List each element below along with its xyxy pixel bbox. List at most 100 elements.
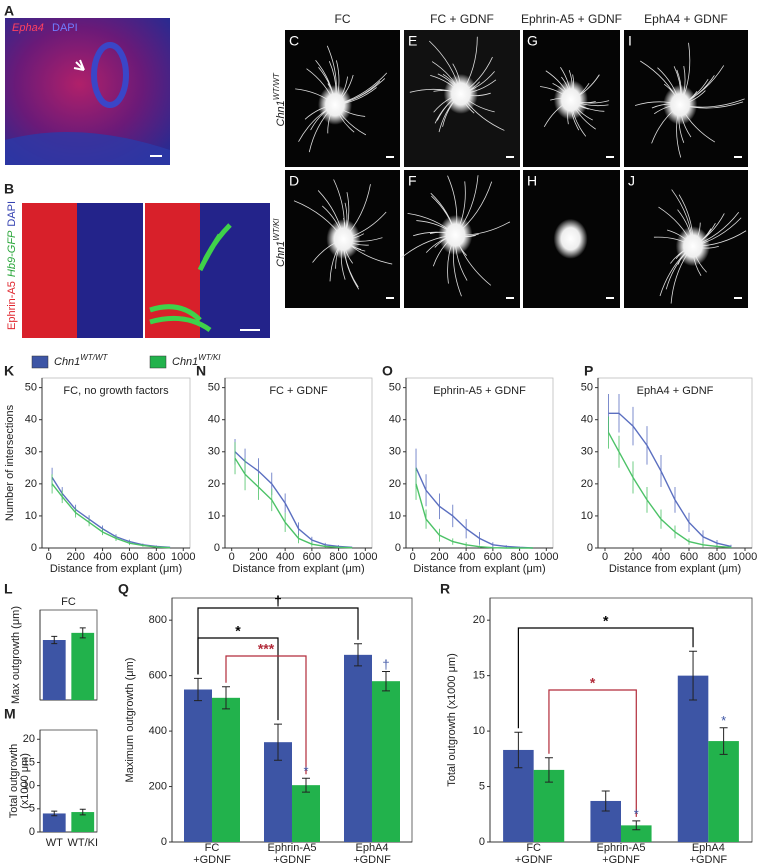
y-tick-label: 0 bbox=[587, 542, 593, 554]
y-tick-label: 600 bbox=[149, 670, 167, 682]
bar bbox=[372, 681, 400, 842]
x-tick-label: 200 bbox=[430, 551, 448, 563]
chart-title: EphA4 + GDNF bbox=[637, 385, 714, 397]
y-tick-label: 20 bbox=[208, 478, 220, 490]
error-bar bbox=[274, 723, 282, 761]
stain-label-group: Ephrin-A5 Hb9-GFP DAPI bbox=[6, 201, 18, 330]
panel-letter: I bbox=[628, 33, 632, 49]
error-bar bbox=[51, 810, 58, 817]
legend-swatch bbox=[31, 355, 49, 369]
legend-label: Chn1WT/KI bbox=[172, 353, 221, 368]
micrograph-feature bbox=[149, 223, 232, 333]
row-label: Chn1WT/WT bbox=[272, 72, 287, 127]
bar bbox=[71, 812, 95, 832]
y-tick-label: 0 bbox=[31, 542, 37, 554]
y-tick-label: 40 bbox=[25, 414, 37, 426]
panel-letter: M bbox=[4, 706, 16, 722]
y-tick-label: 0 bbox=[214, 542, 220, 554]
panel-letter: G bbox=[527, 33, 538, 49]
x-tick-label: 600 bbox=[484, 551, 502, 563]
x-tick-label: 1000 bbox=[534, 551, 558, 563]
x-tick-label: +GDNF bbox=[193, 854, 231, 866]
y-tick-label: 200 bbox=[149, 780, 167, 792]
legend-label: Chn1WT/WT bbox=[54, 353, 109, 368]
explant bbox=[553, 218, 588, 259]
x-tick-label: 0 bbox=[410, 551, 416, 563]
y-tick-label: 15 bbox=[473, 670, 485, 682]
micrograph-feature bbox=[91, 42, 129, 108]
x-tick-label: 400 bbox=[652, 551, 670, 563]
gene: Chn1 bbox=[275, 241, 287, 267]
y-tick-label: 10 bbox=[581, 510, 593, 522]
bar bbox=[212, 697, 240, 842]
error-bar bbox=[79, 627, 86, 639]
y-axis-label: Maximum outgrowth (μm) bbox=[124, 658, 136, 783]
x-tick-label: 800 bbox=[510, 551, 528, 563]
panel-letter: B bbox=[4, 181, 14, 197]
legend-swatch bbox=[149, 355, 167, 369]
gene: Chn1 bbox=[54, 356, 80, 368]
x-tick-label: 400 bbox=[93, 551, 111, 563]
genotype: WT/WT bbox=[80, 353, 108, 362]
y-tick-label: 20 bbox=[581, 478, 593, 490]
chart-title: FC + GDNF bbox=[269, 385, 328, 397]
micrograph-feature bbox=[5, 132, 170, 165]
stain-label: Epha4 bbox=[12, 22, 44, 34]
bar bbox=[42, 813, 66, 832]
y-tick-label: 5 bbox=[479, 780, 485, 792]
y-tick-label: 50 bbox=[208, 382, 220, 394]
y-tick-label: 0 bbox=[29, 826, 35, 838]
column-header: Ephrin-A5 + GDNF bbox=[521, 12, 622, 26]
x-tick-label: 400 bbox=[276, 551, 294, 563]
y-tick-label: 0 bbox=[161, 836, 167, 848]
genotype: WT/KI bbox=[272, 218, 281, 241]
x-tick-label: EphA4 bbox=[355, 842, 388, 854]
gene: Chn1 bbox=[172, 356, 198, 368]
panel-letter: O bbox=[382, 363, 393, 379]
bar bbox=[621, 825, 652, 842]
error-bar bbox=[719, 727, 728, 755]
stain-label: DAPI bbox=[6, 201, 18, 227]
y-tick-label: 20 bbox=[389, 478, 401, 490]
panel-letter: R bbox=[440, 581, 450, 597]
y-axis-label: (x1000 μm) bbox=[19, 753, 31, 809]
panel-letter: P bbox=[584, 363, 593, 379]
significance-label: † bbox=[382, 657, 389, 672]
y-tick-label: 30 bbox=[208, 446, 220, 458]
error-bar bbox=[689, 650, 698, 701]
significance-label: *** bbox=[258, 641, 275, 657]
y-tick-label: 400 bbox=[149, 725, 167, 737]
series-line bbox=[234, 451, 353, 549]
significance-label: * bbox=[721, 713, 726, 728]
y-tick-label: 10 bbox=[389, 510, 401, 522]
column-header: EphA4 + GDNF bbox=[644, 12, 728, 26]
x-tick-label: 0 bbox=[602, 551, 608, 563]
panel-letter: L bbox=[4, 581, 13, 597]
y-tick-label: 5 bbox=[29, 803, 35, 815]
x-tick-label: 800 bbox=[708, 551, 726, 563]
significance-label: * bbox=[303, 764, 308, 779]
series-line bbox=[51, 483, 170, 549]
arrow bbox=[73, 59, 85, 71]
x-tick-label: +GDNF bbox=[353, 854, 391, 866]
x-tick-label: FC bbox=[205, 842, 220, 854]
significance-label: † bbox=[274, 593, 282, 609]
row-label: Chn1WT/KI bbox=[272, 218, 287, 267]
stain-label: DAPI bbox=[52, 22, 78, 34]
bar bbox=[71, 632, 95, 700]
series-line bbox=[607, 432, 732, 549]
y-tick-label: 0 bbox=[479, 836, 485, 848]
micrograph-feature bbox=[22, 203, 77, 338]
panel-letter: D bbox=[289, 173, 299, 189]
x-tick-label: +GDNF bbox=[273, 854, 311, 866]
y-axis-label: Max outgrowth (μm) bbox=[10, 606, 22, 704]
x-tick-label: 800 bbox=[147, 551, 165, 563]
bar bbox=[344, 654, 372, 842]
x-tick-label: Ephrin-A5 bbox=[268, 842, 317, 854]
y-tick-label: 10 bbox=[208, 510, 220, 522]
error-bar bbox=[354, 643, 362, 667]
chart-title: Ephrin-A5 + GDNF bbox=[433, 385, 526, 397]
y-tick-label: 40 bbox=[208, 414, 220, 426]
y-tick-label: 40 bbox=[581, 414, 593, 426]
chart-title: FC, no growth factors bbox=[63, 385, 169, 397]
